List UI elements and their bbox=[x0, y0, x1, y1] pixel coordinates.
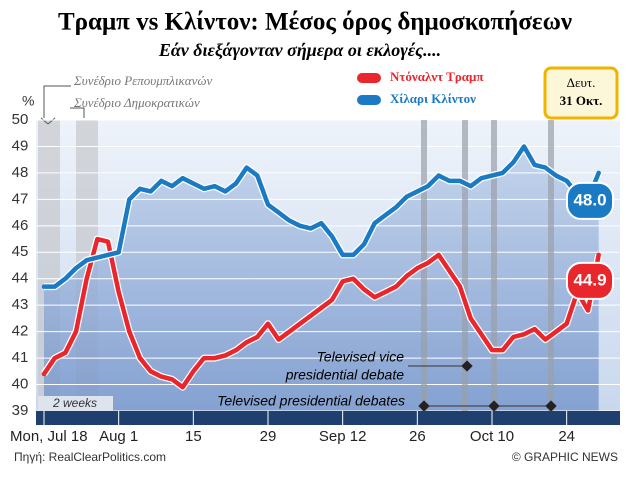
annotation: 2 weeks bbox=[52, 396, 97, 410]
y-tick-label: 42 bbox=[12, 323, 29, 340]
legend-swatch bbox=[357, 73, 381, 83]
x-tick-label: Sep 12 bbox=[319, 428, 367, 445]
annotation: Συνέδριο Δημοκρατικών bbox=[73, 95, 200, 110]
x-tick-label: 24 bbox=[558, 428, 575, 445]
value-label: 48.0 bbox=[573, 190, 606, 209]
legend-swatch bbox=[357, 95, 381, 105]
chart-title: Τραμπ vs Κλίντον: Μέσος όρος δημοσκοπήσε… bbox=[58, 9, 572, 36]
date-text: 31 Οκτ. bbox=[560, 93, 603, 108]
y-tick-label: 44 bbox=[12, 270, 29, 287]
marker bbox=[461, 360, 473, 372]
two-weeks bbox=[38, 396, 113, 411]
line bbox=[41, 236, 601, 390]
y-tick-label: 49 bbox=[12, 137, 29, 154]
value-label: 44.9 bbox=[573, 270, 606, 289]
source: Πηγή: RealClearPolitics.com bbox=[14, 450, 166, 464]
marker bbox=[418, 400, 430, 412]
legend-label: Ντόναλντ Τραμπ bbox=[390, 69, 484, 84]
debate-line bbox=[491, 120, 497, 411]
y-tick-label: 48 bbox=[12, 164, 29, 181]
annotation: Televised vice bbox=[317, 349, 405, 365]
y-unit: % bbox=[22, 93, 34, 109]
credit: © GRAPHIC NEWS bbox=[512, 450, 618, 464]
line bbox=[41, 144, 601, 289]
debate-line bbox=[462, 120, 468, 411]
annotation: Televised presidential debates bbox=[217, 393, 405, 409]
y-tick-label: 47 bbox=[12, 190, 29, 207]
y-tick-label: 41 bbox=[12, 349, 29, 366]
annotation: Συνέδριο Ρεπουμπλικανών bbox=[73, 73, 212, 88]
axis-strip bbox=[36, 411, 620, 425]
y-tick-label: 50 bbox=[12, 111, 29, 128]
y-tick-label: 39 bbox=[12, 402, 29, 419]
x-tick-label: Mon, Jul 18 bbox=[10, 428, 88, 445]
x-tick-label: 26 bbox=[409, 428, 426, 445]
chart-subtitle: Εάν διεξάγονταν σήμερα οι εκλογές.... bbox=[158, 40, 441, 61]
x-tick-label: Aug 1 bbox=[99, 428, 138, 445]
date-text: Δευτ. bbox=[567, 75, 596, 90]
date-box bbox=[543, 66, 619, 120]
value-label-box bbox=[566, 181, 614, 220]
x-tick-label: 15 bbox=[185, 428, 202, 445]
value-label-box bbox=[566, 261, 614, 300]
y-tick-label: 45 bbox=[12, 243, 29, 260]
y-tick-label: 40 bbox=[12, 376, 29, 393]
y-tick-label: 43 bbox=[12, 296, 29, 313]
pointer bbox=[40, 85, 85, 125]
x-tick-label: 29 bbox=[260, 428, 277, 445]
y-tick-label: 46 bbox=[12, 217, 29, 234]
x-tick-label: Oct 10 bbox=[470, 428, 514, 445]
legend-label: Χίλαρι Κλίντον bbox=[390, 91, 476, 106]
marker bbox=[545, 400, 557, 412]
debate-line bbox=[548, 120, 554, 411]
annotation: presidential debate bbox=[285, 367, 405, 383]
marker bbox=[488, 400, 500, 412]
